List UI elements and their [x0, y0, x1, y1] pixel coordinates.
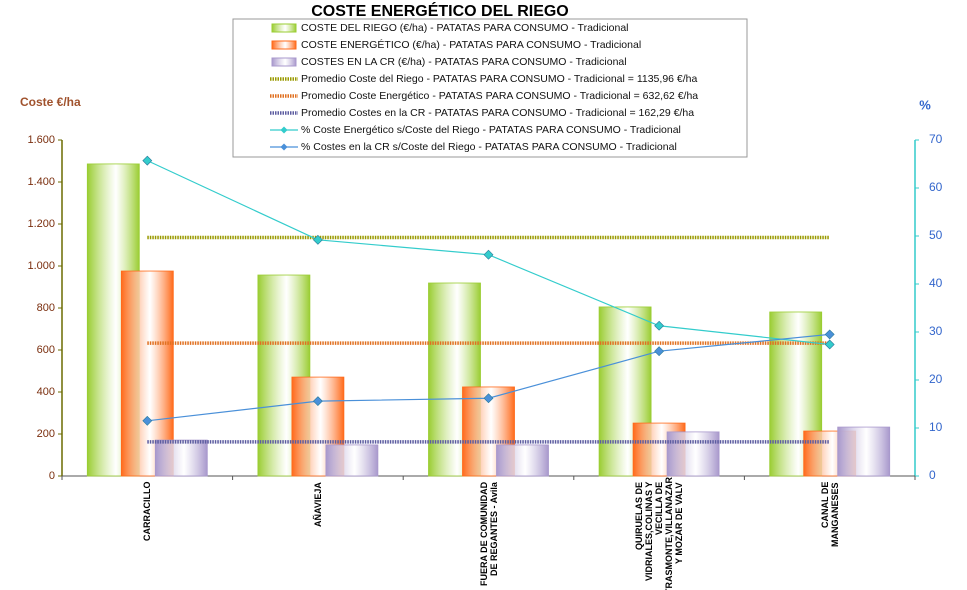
y-tick-label: 600: [37, 344, 55, 356]
legend-box: [232, 18, 748, 158]
y2-tick-label: 70: [929, 132, 943, 146]
legend-label: COSTE ENERGÉTICO (€/ha) - PATATAS PARA C…: [301, 38, 641, 51]
line-marker: [483, 249, 494, 260]
y2-tick-label: 40: [929, 276, 943, 290]
line-marker: [654, 346, 665, 357]
line-marker: [824, 329, 835, 340]
y-tick-label: 200: [37, 428, 55, 440]
y-tick-label: 1.400: [27, 176, 55, 188]
y-axis-title: Coste €/ha: [20, 95, 81, 109]
bar: [837, 426, 891, 477]
y-tick-label: 0: [49, 470, 55, 482]
line-marker: [312, 234, 323, 245]
bar: [666, 431, 720, 477]
legend-marker: [280, 143, 288, 151]
x-tick-label: CARRACILLO: [142, 482, 153, 542]
legend-label: Promedio Costes en la CR - PATATAS PARA …: [301, 107, 694, 119]
y2-tick-label: 10: [929, 420, 943, 434]
x-tick-label: QUIRUELAS DE VIDRIALES,COLINAS Y VECILLA…: [634, 477, 685, 590]
chart-title: COSTE ENERGÉTICO DEL RIEGO: [311, 1, 569, 20]
y2-tick-label: 60: [929, 180, 943, 194]
bar: [496, 444, 549, 477]
legend-marker: [280, 126, 288, 134]
line-marker: [312, 396, 323, 407]
legend-swatch: [271, 57, 297, 67]
legend-label: Promedio Coste del Riego - PATATAS PARA …: [301, 73, 698, 85]
line-marker: [142, 415, 153, 426]
legend-label: COSTES EN LA CR (€/ha) - PATATAS PARA CO…: [301, 56, 627, 68]
line-marker: [824, 339, 835, 350]
x-tick-label: FUERA DE COMUNIDAD DE REGANTES - Avila: [478, 482, 499, 587]
y-tick-label: 1.600: [27, 134, 55, 146]
legend-swatch: [271, 23, 297, 33]
legend-swatch: [271, 40, 297, 50]
y-tick-label: 1.000: [27, 260, 55, 272]
y2-tick-label: 30: [929, 324, 943, 338]
y-tick-label: 1.200: [27, 218, 55, 230]
legend-label: % Coste Energético s/Coste del Riego - P…: [301, 124, 681, 136]
legend-label: % Costes en la CR s/Coste del Riego - PA…: [301, 141, 677, 153]
bar: [154, 439, 208, 477]
x-tick-label: AÑAVIEJA: [312, 482, 323, 527]
line-marker: [142, 155, 153, 166]
y2-tick-label: 50: [929, 228, 943, 242]
y-tick-label: 800: [37, 302, 55, 314]
bar: [325, 444, 379, 477]
legend-label: Promedio Coste Energético - PATATAS PARA…: [301, 90, 698, 102]
y2-tick-label: 0: [929, 468, 936, 482]
legend-label: COSTE DEL RIEGO (€/ha) - PATATAS PARA CO…: [301, 22, 629, 34]
y2-axis-title: %: [919, 97, 931, 112]
y2-tick-label: 20: [929, 372, 943, 386]
line-marker: [483, 393, 494, 404]
line-marker: [654, 320, 665, 331]
x-tick-label: CANAL DE MANGANESES: [819, 482, 840, 547]
y-tick-label: 400: [37, 386, 55, 398]
